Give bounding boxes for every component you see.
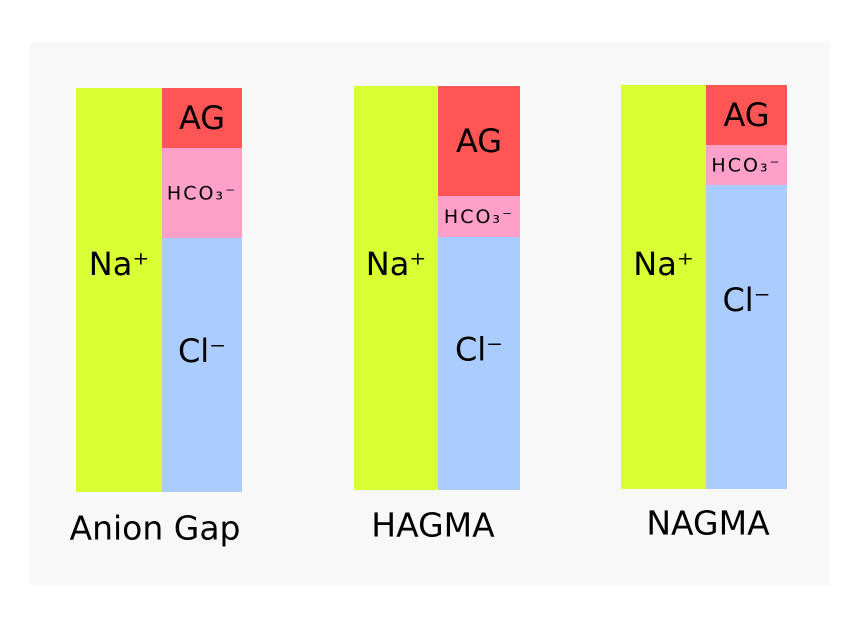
panel-title: Anion Gap — [70, 509, 241, 548]
hco3-label: HCO₃⁻ — [444, 206, 514, 228]
na-column — [354, 86, 438, 490]
ag-segment — [706, 85, 787, 145]
hco3-label: HCO₃⁻ — [711, 155, 781, 177]
na-label: Na⁺ — [366, 245, 426, 283]
ag-segment — [162, 88, 242, 148]
panel-title: HAGMA — [371, 506, 495, 545]
hco3-segment — [438, 196, 520, 237]
hco3-segment — [706, 145, 787, 185]
ag-label: AG — [723, 96, 769, 134]
na-label: Na⁺ — [89, 245, 149, 283]
cl-label: Cl⁻ — [178, 332, 226, 370]
ag-label: AG — [179, 99, 225, 137]
ag-label: AG — [456, 122, 502, 160]
na-column — [76, 88, 162, 492]
na-column — [621, 85, 706, 489]
cl-segment — [438, 237, 520, 490]
hco3-label: HCO₃⁻ — [167, 183, 237, 205]
panel-title: NAGMA — [646, 504, 770, 543]
na-label: Na⁺ — [633, 245, 693, 283]
cl-segment — [706, 185, 787, 489]
ag-segment — [438, 86, 520, 196]
hco3-segment — [162, 148, 242, 238]
cl-label: Cl⁻ — [455, 331, 503, 369]
cl-label: Cl⁻ — [722, 281, 770, 319]
cl-segment — [162, 238, 242, 492]
